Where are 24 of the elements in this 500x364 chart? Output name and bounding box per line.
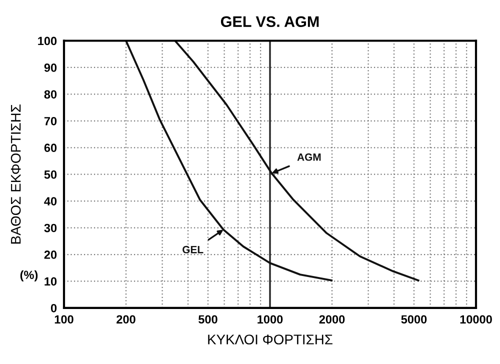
y-tick-label: 60 [44, 144, 57, 152]
text: (%) [20, 270, 38, 282]
x-tick-label: 500 [198, 315, 218, 324]
x-tick-label: 100 [54, 315, 74, 324]
y-tick-label: 20 [44, 250, 57, 259]
y-tick-label: 0 [50, 304, 57, 312]
y-tick-label: 100 [38, 36, 57, 46]
y-tick-label: 90 [44, 64, 57, 72]
x-tick-label: 2000 [319, 315, 345, 324]
y-tick-label: 10 [44, 277, 57, 286]
y-tick-label: 50 [44, 170, 57, 179]
text: GEL [182, 246, 204, 254]
x-tick-label: 10000 [460, 315, 492, 324]
chart-title: GEL VS. AGM [220, 16, 319, 28]
y-axis-title: ΒΑΘΟΣ ΕΚΦΟΡΤΙΣΗΣ [10, 104, 21, 244]
y-tick-label: 40 [44, 197, 57, 206]
y-tick-label: 30 [44, 224, 57, 232]
text: AGM [297, 153, 321, 161]
y-tick-label: 80 [44, 90, 57, 99]
y-tick-label: 70 [44, 116, 57, 126]
x-tick-label: 200 [116, 315, 136, 324]
x-tick-label: 5000 [401, 315, 427, 324]
x-tick-label: 1000 [258, 315, 283, 324]
x-axis-title: ΚΥΚΛΟΙ ΦΟΡΤΙΣΗΣ [208, 334, 332, 344]
